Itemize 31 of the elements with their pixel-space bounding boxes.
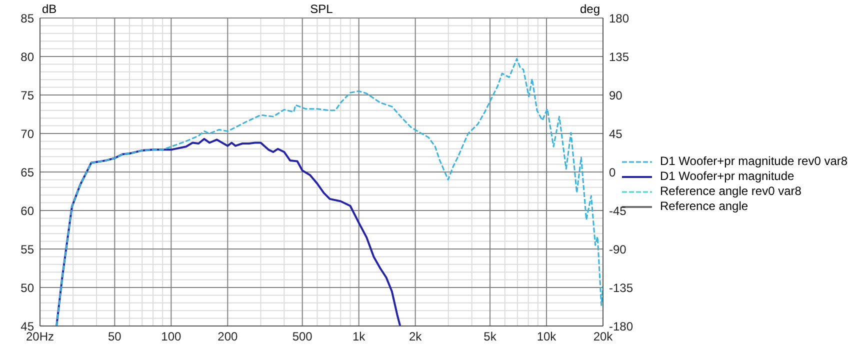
y-tick-label: 50	[20, 280, 34, 295]
x-tick-label: 2k	[408, 330, 423, 344]
y2-tick-label: -135	[609, 280, 634, 295]
y-tick-label: 60	[20, 204, 34, 218]
legend-label: Reference angle rev0 var8	[660, 184, 802, 199]
y-axis-title: dB	[42, 2, 57, 16]
y-tick-label: 65	[20, 165, 34, 180]
y-tick-label: 80	[20, 50, 34, 64]
y2-tick-label: 0	[609, 165, 616, 180]
legend-label: Reference angle	[660, 199, 748, 214]
x-tick-label: 5k	[484, 330, 498, 344]
x-tick-label: 100	[161, 330, 182, 344]
x-tick-label: 1k	[352, 330, 366, 344]
y2-axis-title: deg	[580, 2, 600, 16]
y-tick-label: 55	[20, 242, 34, 256]
x-tick-label: 200	[218, 330, 238, 344]
y-tick-label: 75	[20, 88, 34, 102]
y2-tick-label: 135	[609, 50, 630, 64]
y-tick-label: 70	[20, 126, 34, 141]
y2-tick-label: 90	[609, 88, 623, 102]
x-tick-label: 50	[108, 330, 122, 344]
chart-title: SPL	[310, 2, 333, 16]
y-tick-label: 85	[20, 11, 34, 26]
x-tick-label: 500	[292, 330, 313, 344]
legend-label: D1 Woofer+pr magnitude	[660, 169, 794, 184]
y2-tick-label: -90	[609, 242, 627, 256]
y2-tick-label: 180	[609, 11, 630, 26]
legend-label: D1 Woofer+pr magnitude rev0 var8	[660, 154, 848, 169]
x-tick-label: 10k	[536, 330, 558, 344]
y2-tick-label: -45	[609, 204, 627, 218]
y2-tick-label: 45	[609, 126, 623, 141]
